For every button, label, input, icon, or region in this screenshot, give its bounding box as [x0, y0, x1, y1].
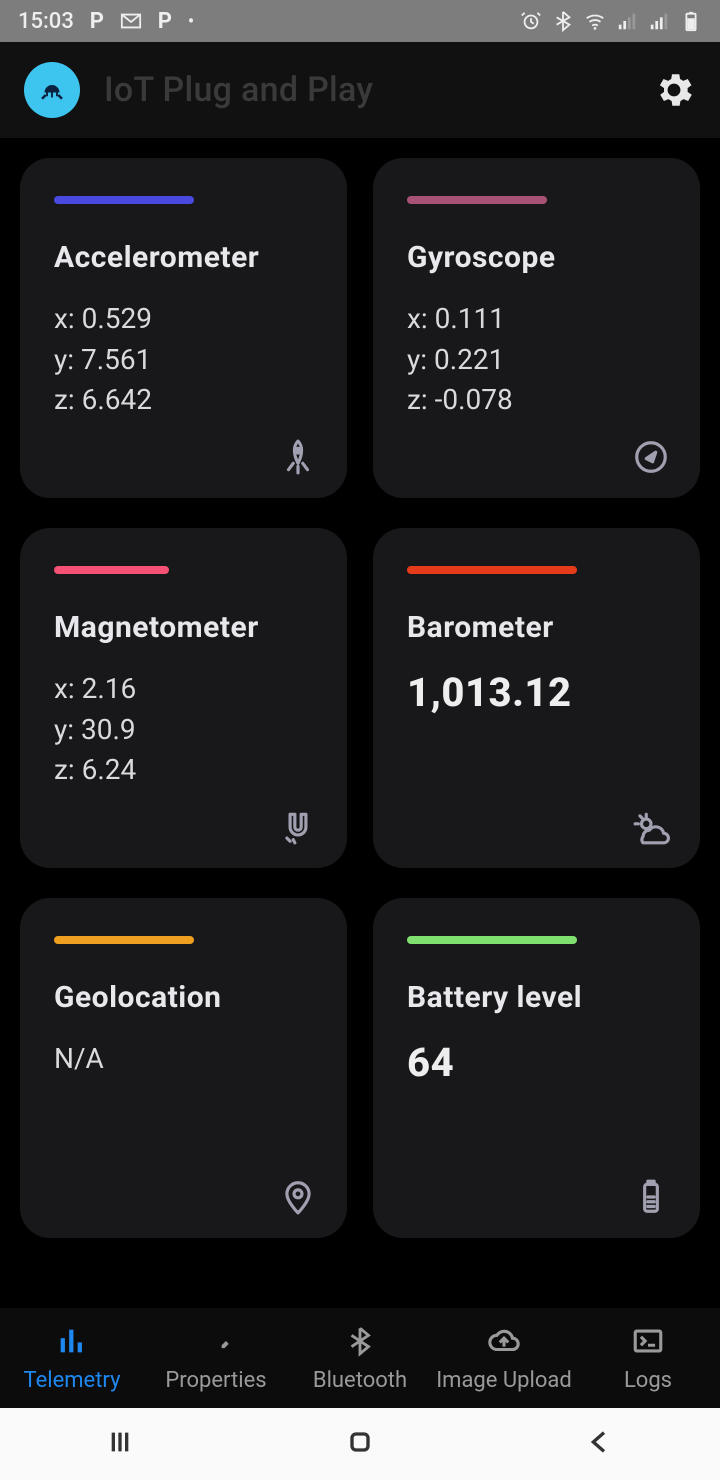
gmail-icon — [120, 10, 142, 32]
bluetooth-icon — [343, 1324, 377, 1362]
cloud-upload-icon — [487, 1324, 521, 1362]
card-title: Gyroscope — [407, 240, 666, 275]
back-button[interactable] — [584, 1426, 616, 1462]
tab-properties[interactable]: Properties — [144, 1308, 288, 1408]
accent-bar — [407, 936, 577, 944]
value-y: y: 7.561 — [54, 340, 313, 381]
card-title: Geolocation — [54, 980, 313, 1015]
tab-telemetry[interactable]: Telemetry — [0, 1308, 144, 1408]
card-magnetometer[interactable]: Magnetometer x: 2.16 y: 30.9 z: 6.24 — [20, 528, 347, 868]
app-logo-icon — [24, 62, 80, 118]
compass-icon — [632, 438, 670, 476]
signal-icon-2 — [648, 10, 670, 32]
value-y: y: 0.221 — [407, 340, 666, 381]
weather-icon — [632, 808, 670, 846]
nav-label: Logs — [624, 1368, 672, 1393]
value-z: z: 6.642 — [54, 380, 313, 421]
page-title: IoT Plug and Play — [104, 70, 373, 110]
recents-button[interactable] — [104, 1426, 136, 1462]
card-title: Magnetometer — [54, 610, 313, 645]
battery-icon — [680, 10, 702, 32]
settings-button[interactable] — [652, 68, 696, 112]
accent-bar — [54, 196, 194, 204]
status-app-icon: P — [86, 10, 108, 32]
card-title: Battery level — [407, 980, 666, 1015]
accent-bar — [407, 196, 547, 204]
map-pin-icon — [279, 1178, 317, 1216]
card-title: Accelerometer — [54, 240, 313, 275]
alarm-icon — [520, 10, 542, 32]
nav-label: Telemetry — [24, 1368, 121, 1393]
card-grid: Accelerometer x: 0.529 y: 7.561 z: 6.642… — [0, 138, 720, 1238]
value: 1,013.12 — [407, 669, 666, 716]
accent-bar — [54, 936, 194, 944]
status-time: 15:03 — [18, 9, 74, 34]
list-edit-icon — [199, 1324, 233, 1362]
value: 64 — [407, 1039, 666, 1086]
status-dot-icon: • — [188, 11, 194, 32]
rocket-icon — [279, 438, 317, 476]
wifi-icon — [584, 10, 606, 32]
value: N/A — [54, 1039, 313, 1080]
home-button[interactable] — [344, 1426, 376, 1462]
android-nav-bar — [0, 1408, 720, 1480]
bluetooth-icon — [552, 10, 574, 32]
battery-level-icon — [632, 1178, 670, 1216]
value-z: z: -0.078 — [407, 380, 666, 421]
value-x: x: 2.16 — [54, 669, 313, 710]
nav-label: Bluetooth — [313, 1368, 407, 1393]
nav-label: Image Upload — [436, 1368, 572, 1393]
card-battery[interactable]: Battery level 64 — [373, 898, 700, 1238]
bottom-nav: Telemetry Properties Bluetooth Image Upl… — [0, 1308, 720, 1408]
card-accelerometer[interactable]: Accelerometer x: 0.529 y: 7.561 z: 6.642 — [20, 158, 347, 498]
terminal-icon — [631, 1324, 665, 1362]
magnet-icon — [279, 808, 317, 846]
android-status-bar: 15:03 P P • — [0, 0, 720, 42]
status-app-icon-2: P — [154, 10, 176, 32]
card-barometer[interactable]: Barometer 1,013.12 — [373, 528, 700, 868]
tab-logs[interactable]: Logs — [576, 1308, 720, 1408]
signal-icon — [616, 10, 638, 32]
accent-bar — [407, 566, 577, 574]
value-z: z: 6.24 — [54, 750, 313, 791]
nav-label: Properties — [165, 1368, 266, 1393]
value-x: x: 0.529 — [54, 299, 313, 340]
card-geolocation[interactable]: Geolocation N/A — [20, 898, 347, 1238]
value-y: y: 30.9 — [54, 710, 313, 751]
chart-bar-icon — [55, 1324, 89, 1362]
card-title: Barometer — [407, 610, 666, 645]
gear-icon — [652, 68, 696, 112]
tab-bluetooth[interactable]: Bluetooth — [288, 1308, 432, 1408]
accent-bar — [54, 566, 169, 574]
app-header: IoT Plug and Play — [0, 42, 720, 138]
value-x: x: 0.111 — [407, 299, 666, 340]
card-gyroscope[interactable]: Gyroscope x: 0.111 y: 0.221 z: -0.078 — [373, 158, 700, 498]
tab-image-upload[interactable]: Image Upload — [432, 1308, 576, 1408]
